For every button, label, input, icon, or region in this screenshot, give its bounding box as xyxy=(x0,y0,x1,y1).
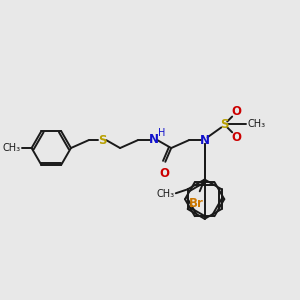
Text: N: N xyxy=(200,134,210,147)
Text: S: S xyxy=(220,118,229,131)
Text: N: N xyxy=(148,133,158,146)
Text: O: O xyxy=(231,131,241,144)
Text: CH₃: CH₃ xyxy=(157,189,175,199)
Text: O: O xyxy=(159,167,169,180)
Text: CH₃: CH₃ xyxy=(248,119,266,129)
Text: CH₃: CH₃ xyxy=(3,143,21,153)
Text: Br: Br xyxy=(189,197,204,210)
Text: O: O xyxy=(231,105,241,118)
Text: S: S xyxy=(98,134,106,147)
Text: H: H xyxy=(158,128,166,138)
